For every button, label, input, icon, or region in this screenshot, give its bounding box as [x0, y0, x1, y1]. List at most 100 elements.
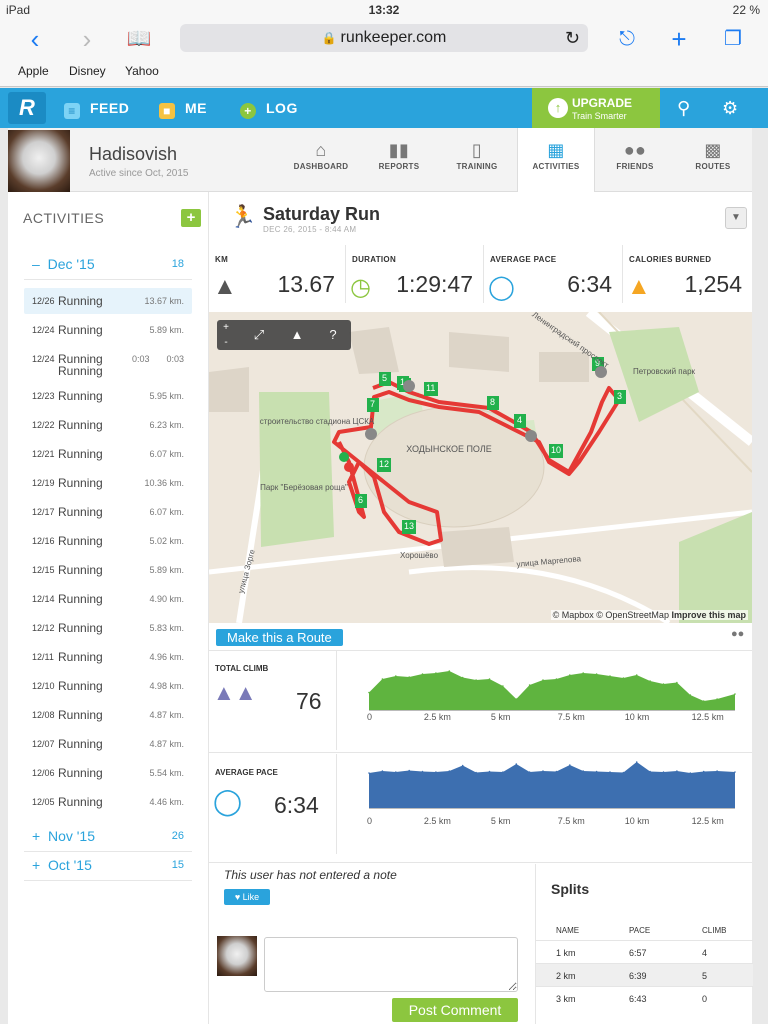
month-nov[interactable]: + Nov '15 26 — [24, 824, 192, 852]
chart-point — [734, 771, 736, 773]
month-oct[interactable]: + Oct '15 15 — [24, 853, 192, 881]
list-item[interactable]: 12/07 Running 4.87 km. — [24, 731, 192, 757]
pace-value: 6:34 — [274, 792, 319, 818]
map-marker: 9 — [595, 358, 600, 368]
bookmark-disney[interactable]: Disney — [69, 64, 106, 78]
activity-date: 12/07 — [32, 739, 55, 749]
activity-distance: 4.98 km. — [149, 681, 184, 691]
route-map[interactable]: 5 1 11 8 4 3 9 10 7 12 6 13 — [209, 312, 752, 623]
activity-name: Running — [58, 364, 103, 378]
stopwatch-icon: ◷ — [350, 274, 371, 301]
list-item[interactable]: 12/14 Running 4.90 km. — [24, 586, 192, 612]
tab-reports[interactable]: ▮▮ REPORTS — [360, 128, 438, 192]
bookmarks-icon[interactable]: 📖 — [126, 28, 152, 50]
tick-label: 5 km — [490, 712, 511, 722]
chart-point — [488, 770, 491, 773]
lock-icon: 🔒 — [321, 31, 337, 45]
activity-distance: 4.87 km. — [149, 739, 184, 749]
list-item[interactable]: 12/11 Running 4.96 km. — [24, 644, 192, 670]
fullscreen-icon[interactable]: ⤢ — [253, 327, 265, 342]
collapse-icon: – — [32, 256, 40, 272]
search-icon[interactable]: ⚲ — [677, 98, 691, 118]
stat-label: DURATION — [352, 255, 397, 264]
chart-point — [595, 673, 598, 675]
list-item[interactable]: 12/15 Running 5.89 km. — [24, 557, 192, 583]
list-item[interactable]: 12/05 Running 4.46 km. — [24, 789, 192, 815]
list-item[interactable]: 12/16 Running 5.02 km. — [24, 528, 192, 554]
tick-label: 2.5 km — [423, 712, 451, 722]
chart-area — [369, 671, 735, 710]
reload-icon[interactable]: ↻ — [564, 28, 580, 48]
nav-me[interactable]: ■ ME — [159, 88, 207, 128]
activity-date: 12/21 — [32, 449, 55, 459]
list-item[interactable]: 12/06 Running 5.54 km. — [24, 760, 192, 786]
help-button[interactable]: ? — [329, 327, 337, 342]
list-item[interactable]: 12/26 Running 13.67 km. — [24, 288, 192, 314]
tick-label: 12.5 km — [691, 816, 724, 826]
list-item[interactable]: 12/17 Running 6.07 km. — [24, 499, 192, 525]
list-item[interactable]: 12/10 Running 4.98 km. — [24, 673, 192, 699]
stat-value: 1,254 — [684, 271, 742, 297]
list-item[interactable]: 12/24 Running 5.89 km. — [24, 317, 192, 343]
list-item[interactable]: 12/19 Running 10.36 km. — [24, 470, 192, 496]
table-row: 1 km 6:57 4 — [536, 940, 753, 963]
activity-distance: 5.89 km. — [149, 565, 184, 575]
list-item[interactable]: 12/22 Running 6.23 km. — [24, 412, 192, 438]
month-label: Oct '15 — [47, 857, 92, 873]
list-item[interactable]: 12/08 Running 4.87 km. — [24, 702, 192, 728]
list-item[interactable]: 12/12 Running 5.83 km. — [24, 615, 192, 641]
forward-icon[interactable]: › — [82, 24, 92, 54]
bookmark-apple[interactable]: Apple — [18, 64, 49, 78]
list-item[interactable]: 12/23 Running 5.95 km. — [24, 383, 192, 409]
activity-date: 12/08 — [32, 710, 55, 720]
nav-log[interactable]: + LOG — [240, 88, 298, 128]
activity-date: 12/14 — [32, 594, 55, 604]
chevron-down-icon[interactable]: ▼ — [725, 207, 747, 229]
map-marker: 10 — [551, 445, 561, 455]
nav-feed[interactable]: ≡ FEED — [64, 88, 129, 128]
tab-training[interactable]: ▯ TRAINING — [438, 128, 516, 192]
month-label: Dec '15 — [47, 256, 95, 272]
list-item[interactable]: 12/21 Running 6.07 km. — [24, 441, 192, 467]
month-count: 15 — [171, 859, 184, 871]
map-marker: 1 — [400, 377, 405, 387]
runkeeper-logo-icon[interactable]: R — [8, 92, 46, 124]
avatar[interactable] — [8, 130, 70, 192]
share-icon[interactable]: ⎋ — [619, 28, 635, 50]
month-dec[interactable]: – Dec '15 18 — [24, 252, 192, 280]
log-icon: + — [240, 103, 256, 119]
mountain-icon: ▲▲ — [213, 680, 257, 705]
upgrade-button[interactable]: ↑ UPGRADE Train Smarter — [532, 88, 660, 128]
tab-routes[interactable]: ▩ ROUTES — [674, 128, 752, 192]
post-comment-button[interactable]: Post Comment — [392, 998, 518, 1022]
bar-chart-icon: ▮▮ — [388, 140, 410, 160]
chart-point — [662, 683, 665, 685]
comment-input[interactable] — [264, 937, 518, 992]
tab-activities[interactable]: ▦ ACTIVITIES — [517, 128, 595, 192]
tabs-icon[interactable]: ❐ — [724, 28, 742, 50]
map-attribution[interactable]: © Mapbox © OpenStreetMap Improve this ma… — [550, 610, 748, 620]
chart-point — [448, 670, 451, 672]
activity-distance: 13.67 km. — [144, 296, 184, 306]
like-button[interactable]: ♥ Like — [224, 889, 270, 905]
stat-distance: KM ▲ 13.67 — [209, 245, 346, 303]
terrain-icon[interactable]: ▲ — [290, 327, 304, 342]
activity-time: 0:03 — [132, 354, 150, 364]
new-tab-icon[interactable]: + — [671, 24, 687, 54]
back-icon[interactable]: ‹ — [30, 24, 40, 54]
profile-name[interactable]: Hadisovish — [89, 144, 178, 164]
status-bar: iPad 13:32 22 % — [0, 0, 768, 20]
make-route-button[interactable]: Make this a Route — [216, 629, 343, 646]
bookmark-yahoo[interactable]: Yahoo — [125, 64, 159, 78]
list-item[interactable]: 12/24 Running Running 0:03 0:03 — [24, 346, 192, 380]
tab-dashboard[interactable]: ⌂ DASHBOARD — [282, 128, 360, 192]
chart-point — [689, 772, 692, 774]
add-activity-button[interactable]: + — [181, 209, 201, 227]
zoom-in-button[interactable]: + — [223, 322, 229, 333]
url-bar[interactable]: 🔒 runkeeper.com ↻ — [180, 24, 588, 52]
zoom-out-button[interactable]: - — [224, 337, 228, 348]
gear-icon[interactable]: ⚙ — [722, 98, 739, 118]
improve-map-link[interactable]: Improve this map — [671, 610, 746, 620]
tab-friends[interactable]: ●● FRIENDS — [596, 128, 674, 192]
chart-point — [408, 676, 410, 678]
